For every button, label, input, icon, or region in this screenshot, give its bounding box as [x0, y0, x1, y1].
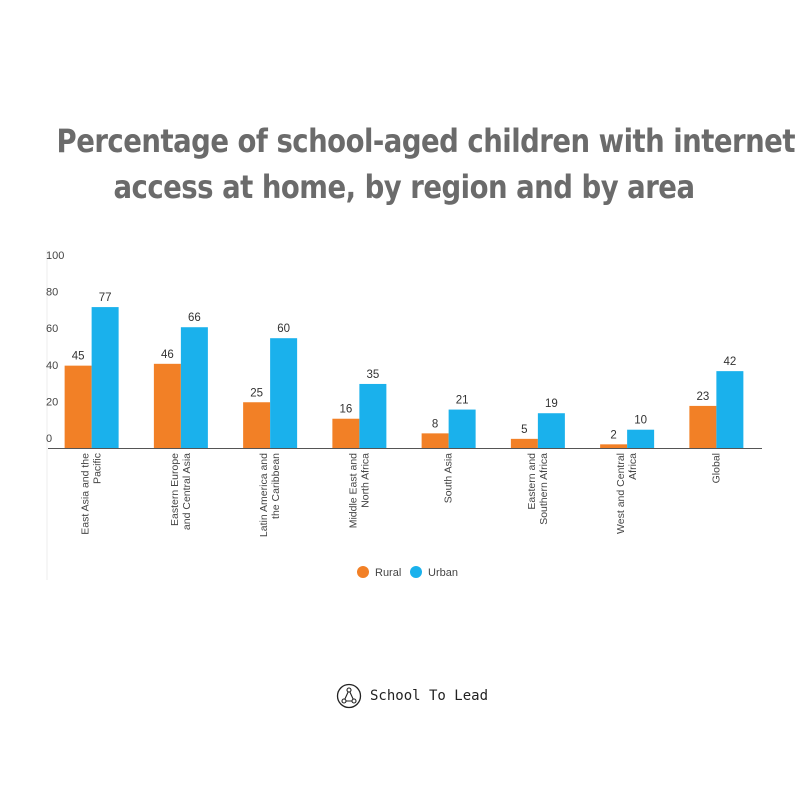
x-tick-label: Latin America and: [258, 453, 270, 537]
bar-urban: [270, 338, 298, 448]
data-label: 25: [250, 387, 263, 399]
brand-name: School To Lead: [370, 688, 489, 704]
chart-title-line-2: access at home, by region and by area: [113, 168, 695, 206]
data-label: 21: [456, 395, 469, 407]
data-label: 35: [366, 369, 379, 381]
data-label: 10: [634, 415, 647, 427]
bar-rural: [64, 365, 92, 448]
x-tick-label: West and Central: [615, 453, 627, 534]
data-label: 66: [188, 312, 201, 324]
data-label: 5: [521, 424, 527, 436]
data-label: 8: [432, 418, 438, 430]
x-tick-label: Eastern and: [526, 453, 538, 510]
data-label: 19: [545, 398, 558, 410]
bar-urban: [180, 327, 208, 448]
y-tick-label: 60: [46, 323, 58, 335]
legend-swatch-urban: [410, 566, 422, 578]
data-label: 60: [277, 323, 290, 335]
bar-urban: [627, 429, 655, 448]
y-tick-label: 20: [46, 396, 58, 408]
x-tick-label: Global: [710, 453, 722, 483]
bar-rural: [510, 438, 538, 448]
bar-rural: [332, 418, 360, 448]
bar-rural: [421, 433, 449, 448]
bar-rural: [689, 405, 717, 448]
y-tick-label: 40: [46, 360, 58, 372]
chart-title: Percentage of school-aged children with …: [56, 118, 796, 210]
y-tick-label: 100: [46, 250, 64, 262]
x-tick-label: Southern Africa: [538, 453, 550, 525]
legend-label-rural: Rural: [375, 567, 401, 579]
chart-title-line-1: Percentage of school-aged children with …: [56, 122, 796, 160]
data-label: 46: [161, 349, 174, 361]
bar-urban: [448, 409, 476, 448]
legend-swatch-rural: [357, 566, 369, 578]
x-tick-label: the Caribbean: [270, 453, 282, 519]
bar-rural: [153, 363, 181, 448]
bar-urban: [537, 413, 565, 448]
data-label: 45: [72, 351, 85, 363]
bar-rural: [243, 402, 271, 448]
x-tick-label: Eastern Europe: [169, 453, 181, 526]
bar-urban: [359, 383, 387, 448]
bar-rural: [600, 444, 628, 448]
data-label: 42: [723, 356, 736, 368]
legend-label-urban: Urban: [428, 567, 458, 579]
bar-urban: [716, 371, 744, 448]
x-tick-label: Middle East and: [347, 453, 359, 528]
x-tick-label: East Asia and the: [80, 453, 92, 535]
y-tick-label: 80: [46, 287, 58, 299]
x-tick-label: Africa: [627, 453, 639, 480]
bar-urban: [91, 307, 119, 448]
data-label: 77: [99, 292, 112, 304]
x-tick-label: and Central Asia: [181, 453, 193, 530]
data-label: 16: [339, 404, 352, 416]
data-label: 2: [610, 429, 616, 441]
x-tick-label: Pacific: [92, 453, 104, 484]
data-label: 23: [696, 391, 709, 403]
triangle-nodes-logo-icon: [336, 683, 362, 709]
brand-footer: School To Lead: [336, 682, 488, 710]
y-tick-label: 0: [46, 433, 52, 445]
x-tick-label: North Africa: [359, 453, 371, 508]
x-tick-label: South Asia: [443, 453, 455, 503]
